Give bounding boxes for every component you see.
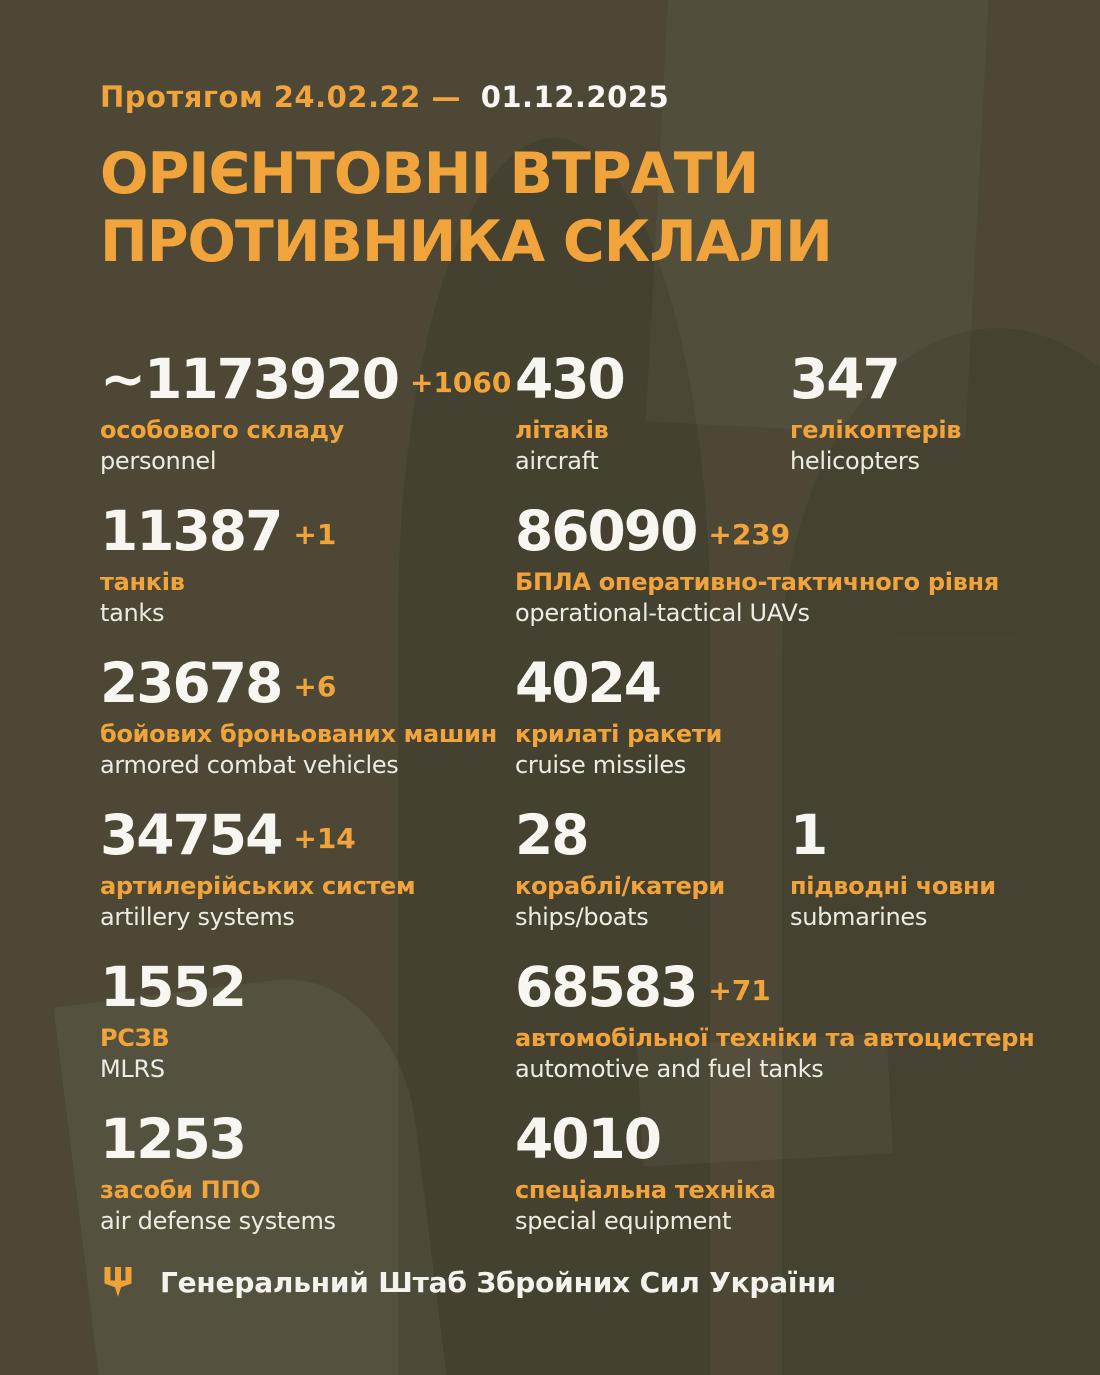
stat-item: 86090 +239 БПЛА оперативно-тактичного рі… — [515, 504, 999, 656]
page-title: ОРІЄНТОВНІ ВТРАТИ ПРОТИВНИКА СКЛАЛИ — [100, 140, 833, 277]
stat-value: 11387 — [100, 499, 283, 563]
stat-value: 4024 — [515, 651, 662, 715]
stat-value-row: 68583 +71 — [515, 960, 790, 1015]
stat-label-en: helicopters — [790, 447, 920, 475]
stat-item: 1552 РСЗВ MLRS — [100, 960, 515, 1112]
stat-value-row: 34754 +14 — [100, 808, 515, 863]
stat-label-uk: БПЛА оперативно-тактичного рівня — [515, 568, 999, 596]
stat-value-row: 4010 — [515, 1112, 790, 1167]
stat-delta: +71 — [708, 974, 771, 1007]
source-attribution: Генеральний Штаб Збройних Сил України — [160, 1265, 836, 1299]
stat-label-en: automotive and fuel tanks — [515, 1055, 824, 1083]
stat-delta: +14 — [293, 822, 356, 855]
stat-value: 430 — [515, 347, 626, 411]
stat-delta: +1060 — [409, 366, 512, 399]
stat-item: 28 кораблі/катери ships/boats — [515, 808, 790, 960]
stat-value-row: 1 — [790, 808, 1100, 863]
stat-item: 68583 +71 автомобільної техніки та автоц… — [515, 960, 1035, 1112]
stat-label-en: cruise missiles — [515, 751, 687, 779]
stat-item: 1 підводні човни submarines — [790, 808, 1100, 960]
stat-label-uk: літаків — [515, 416, 609, 444]
stat-label-en: armored combat vehicles — [100, 751, 399, 779]
stat-value: 86090 — [515, 499, 698, 563]
stat-value-row: 86090 +239 — [515, 504, 790, 559]
stat-label-en: MLRS — [100, 1055, 165, 1083]
stat-value-row: 347 — [790, 352, 1100, 407]
stat-value-row: 430 — [515, 352, 790, 407]
stat-label-uk: бойових броньованих машин — [100, 720, 497, 748]
stat-item: 23678 +6 бойових броньованих машин armor… — [100, 656, 515, 808]
stat-value: 28 — [515, 803, 590, 867]
stat-value-row: 1552 — [100, 960, 515, 1015]
title-line-2: ПРОТИВНИКА СКЛАЛИ — [100, 209, 833, 276]
stat-label-uk: підводні човни — [790, 872, 996, 900]
background-bullet-silhouette-right — [782, 328, 1100, 1375]
period-prefix: Протягом 24.02.22 — — [100, 80, 461, 114]
stat-value: 34754 — [100, 803, 283, 867]
stat-label-uk: артилерійських систем — [100, 872, 416, 900]
stat-label-en: tanks — [100, 599, 165, 627]
stat-label-en: air defense systems — [100, 1207, 336, 1235]
stat-value-row: 28 — [515, 808, 790, 863]
stat-item: 11387 +1 танків tanks — [100, 504, 515, 656]
stat-item: 4024 крилаті ракети cruise missiles — [515, 656, 790, 808]
header: Протягом 24.02.22 — 01.12.2025 ОРІЄНТОВН… — [100, 80, 833, 277]
footer: Генеральний Штаб Збройних Сил України — [100, 1262, 836, 1302]
title-line-1: ОРІЄНТОВНІ ВТРАТИ — [100, 141, 759, 207]
stat-label-uk: спеціальна техніка — [515, 1176, 776, 1204]
stat-label-uk: засоби ППО — [100, 1176, 261, 1204]
stat-value: 1253 — [100, 1107, 247, 1171]
stat-label-uk: РСЗВ — [100, 1024, 170, 1052]
stat-item: ~1173920 +1060 особового складу personne… — [100, 352, 515, 504]
report-date: 01.12.2025 — [480, 80, 670, 114]
stat-value: 23678 — [100, 651, 283, 715]
stat-label-uk: крилаті ракети — [515, 720, 723, 748]
trident-icon — [104, 1267, 132, 1297]
stat-label-en: personnel — [100, 447, 217, 475]
stat-item: 1253 засоби ППО air defense systems — [100, 1112, 515, 1264]
stat-value-row: 23678 +6 — [100, 656, 515, 711]
stat-value-row: 11387 +1 — [100, 504, 515, 559]
stat-label-uk: гелікоптерів — [790, 416, 962, 444]
stat-value-row: ~1173920 +1060 — [100, 352, 515, 407]
stat-delta: +239 — [708, 518, 791, 551]
stat-label-en: aircraft — [515, 447, 599, 475]
stat-label-en: artillery systems — [100, 903, 295, 931]
stat-label-en: ships/boats — [515, 903, 649, 931]
stat-label-uk: кораблі/катери — [515, 872, 725, 900]
stat-item: 430 літаків aircraft — [515, 352, 790, 504]
stat-label-uk: особового складу — [100, 416, 345, 444]
stat-value-row: 1253 — [100, 1112, 515, 1167]
stat-label-uk: танків — [100, 568, 185, 596]
stat-value: 1552 — [100, 955, 247, 1019]
stat-item: 4010 спеціальна техніка special equipmen… — [515, 1112, 790, 1264]
stat-label-en: operational-tactical UAVs — [515, 599, 810, 627]
stats-grid: ~1173920 +1060 особового складу personne… — [100, 352, 1100, 1264]
stat-label-uk: автомобільної техніки та автоцистерн — [515, 1024, 1035, 1052]
stat-delta: +6 — [293, 670, 337, 703]
stat-delta: +1 — [293, 518, 337, 551]
stat-value: 347 — [790, 347, 901, 411]
stat-item: 34754 +14 артилерійських систем artiller… — [100, 808, 515, 960]
stat-label-en: special equipment — [515, 1207, 732, 1235]
stat-label-en: submarines — [790, 903, 928, 931]
stat-value-row: 4024 — [515, 656, 790, 711]
stat-value: 1 — [790, 803, 828, 867]
stat-value: ~1173920 — [100, 347, 400, 411]
period-line: Протягом 24.02.22 — 01.12.2025 — [100, 80, 832, 114]
stat-item: 347 гелікоптерів helicopters — [790, 352, 1100, 504]
stat-value: 4010 — [515, 1107, 662, 1171]
background-bullet-silhouette-center — [398, 138, 710, 1375]
stat-value: 68583 — [515, 955, 698, 1019]
